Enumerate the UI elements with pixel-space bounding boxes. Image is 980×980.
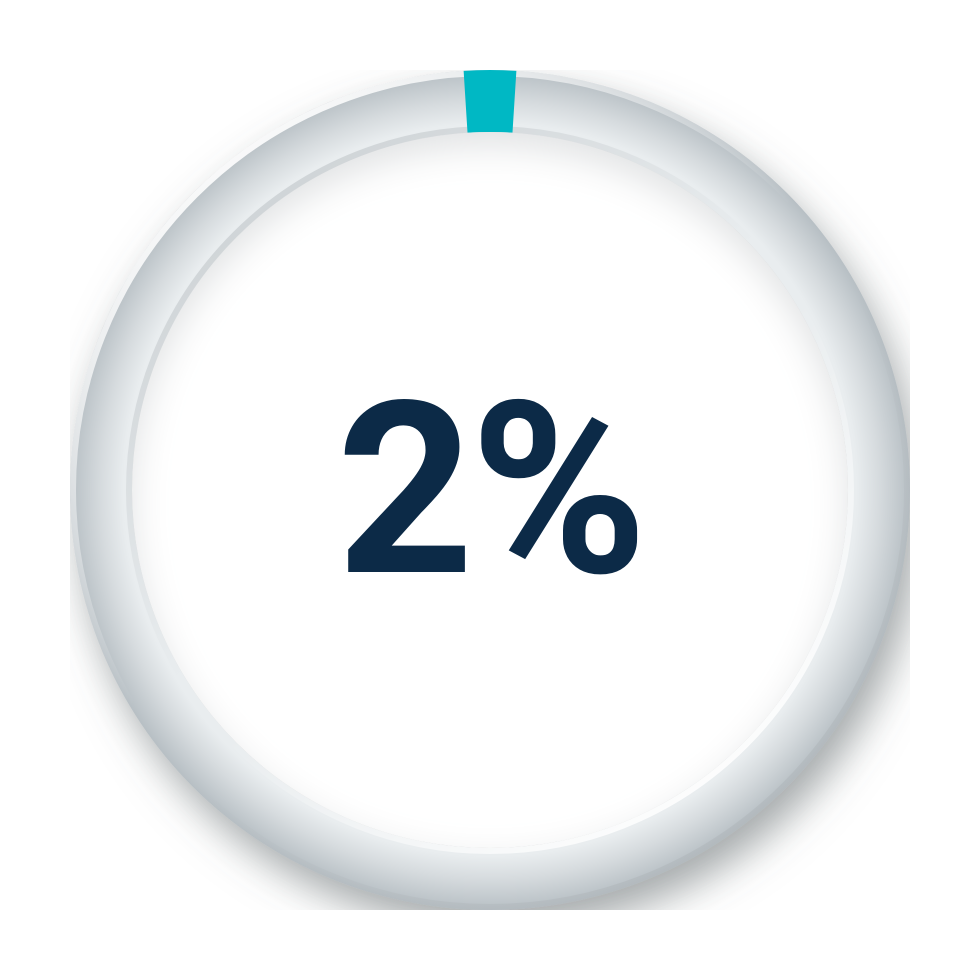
- progress-gauge: 2%: [70, 70, 910, 910]
- gauge-percent-label: 2%: [336, 349, 643, 631]
